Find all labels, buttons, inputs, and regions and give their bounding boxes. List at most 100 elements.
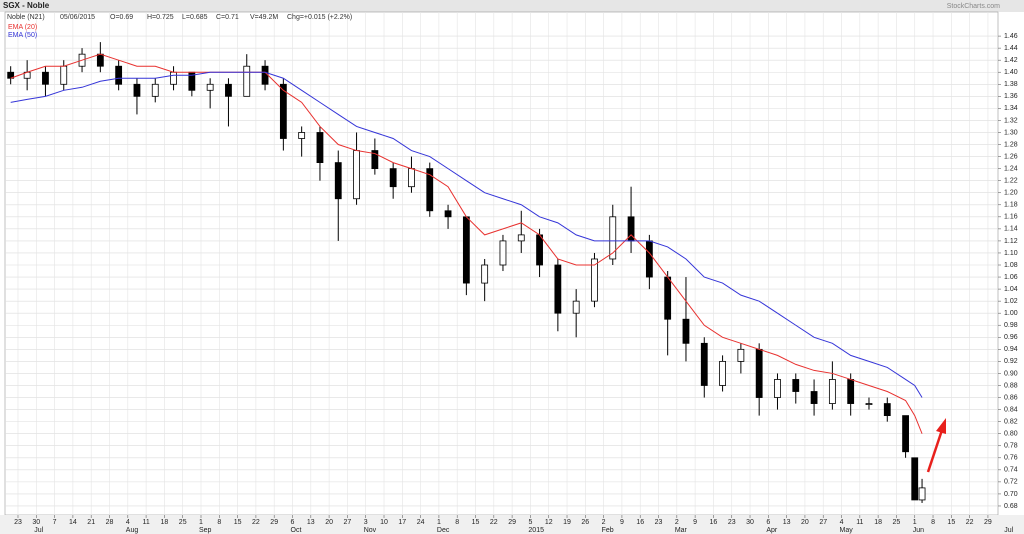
candle-body: [902, 415, 909, 453]
legend-entry: EMA (20): [8, 24, 37, 31]
chart-title: SGX - Noble: [3, 1, 50, 10]
candle-body: [389, 168, 397, 188]
candle-body: [609, 216, 617, 260]
y-tick-label: 0.94: [1004, 346, 1018, 353]
x-tick-label: 1: [913, 519, 917, 526]
x-tick-label: 18: [874, 519, 882, 526]
y-tick-label: 1.34: [1004, 105, 1018, 112]
quote-volume: V=49.2M: [250, 14, 278, 21]
x-month-label: Apr: [766, 527, 778, 534]
candle-body: [408, 168, 415, 188]
candle-body: [170, 71, 177, 85]
x-tick-label: 30: [32, 519, 40, 526]
y-tick-label: 1.04: [1004, 286, 1018, 293]
x-tick-label: 8: [455, 519, 459, 526]
legend-entry: EMA (50): [8, 32, 37, 39]
candle-body: [572, 300, 580, 314]
annotation-arrow: [926, 418, 946, 473]
candle-body: [918, 487, 926, 501]
y-tick-label: 1.38: [1004, 81, 1018, 88]
quote-low: L=0.685: [182, 14, 208, 21]
x-tick-label: 11: [856, 519, 863, 526]
candle-body: [279, 83, 287, 139]
symbol: Noble (N21): [7, 14, 45, 21]
y-tick-label: 0.80: [1004, 431, 1018, 438]
candle-body: [499, 240, 507, 266]
x-tick-label: 10: [380, 519, 388, 526]
y-tick-label: 1.18: [1004, 202, 1018, 209]
y-tick-label: 0.68: [1004, 503, 1018, 510]
y-tick-label: 0.84: [1004, 406, 1018, 413]
candle-body: [444, 210, 452, 218]
y-tick-label: 0.70: [1004, 491, 1018, 498]
candle-body: [792, 379, 800, 392]
x-tick-label: 1: [199, 519, 203, 526]
y-tick-label: 1.28: [1004, 141, 1018, 148]
x-tick-label: 9: [693, 519, 697, 526]
candle-body: [865, 403, 873, 405]
x-month-label: Nov: [364, 527, 377, 534]
y-tick-label: 1.36: [1004, 93, 1018, 100]
x-tick-label: 20: [325, 519, 333, 526]
candle-body: [261, 65, 269, 85]
x-tick-label: 14: [69, 519, 77, 526]
x-month-label: Jun: [913, 527, 924, 534]
x-tick-label: 16: [636, 519, 644, 526]
x-tick-label: 16: [710, 519, 718, 526]
y-tick-label: 1.32: [1004, 117, 1018, 124]
y-tick-label: 1.14: [1004, 226, 1018, 233]
x-tick-label: 13: [783, 519, 791, 526]
candle-body: [151, 83, 159, 97]
y-tick-label: 0.82: [1004, 418, 1018, 425]
y-tick-label: 1.06: [1004, 274, 1018, 281]
x-tick-label: 15: [234, 519, 242, 526]
y-tick-label: 0.74: [1004, 467, 1018, 474]
x-month-label: May: [840, 527, 854, 534]
quote-open: O=0.69: [110, 14, 133, 21]
candle-body: [298, 132, 306, 139]
y-tick-label: 1.22: [1004, 178, 1018, 185]
candle-body: [828, 379, 836, 404]
x-tick-label: 13: [307, 519, 315, 526]
x-tick-label: 8: [217, 519, 221, 526]
x-tick-label: 18: [161, 519, 169, 526]
y-tick-label: 1.26: [1004, 153, 1018, 160]
candle-body: [243, 65, 251, 97]
x-tick-label: 21: [87, 519, 95, 526]
y-tick-label: 1.10: [1004, 250, 1018, 257]
x-tick-label: 2: [602, 519, 606, 526]
x-tick-label: 4: [840, 519, 844, 526]
ema-line: [10, 71, 923, 398]
y-tick-label: 1.12: [1004, 238, 1018, 245]
y-tick-label: 1.02: [1004, 298, 1018, 305]
y-tick-label: 1.00: [1004, 310, 1018, 317]
candle-body: [591, 258, 598, 302]
candle-body: [316, 132, 324, 163]
candle-body: [536, 234, 543, 266]
candle-body: [462, 216, 470, 284]
y-tick-label: 1.46: [1004, 33, 1018, 40]
x-tick-label: 11: [142, 519, 149, 526]
candle-body: [774, 379, 781, 398]
x-month-label: Sep: [199, 527, 212, 534]
x-tick-label: 20: [801, 519, 809, 526]
candle-body: [755, 348, 763, 398]
arrow-shaft: [926, 429, 944, 473]
x-month-label: Aug: [126, 527, 139, 534]
candle-body: [554, 264, 562, 314]
x-month-label: Jul: [34, 527, 43, 534]
x-tick-label: 23: [728, 519, 736, 526]
y-tick-label: 0.92: [1004, 358, 1018, 365]
y-tick-label: 1.20: [1004, 190, 1018, 197]
x-tick-label: 23: [14, 519, 22, 526]
watermark: StockCharts.com: [947, 3, 1000, 10]
candle-body: [700, 342, 708, 386]
candle-body: [96, 53, 104, 67]
candle-body: [133, 83, 141, 97]
grid: [5, 12, 998, 515]
candle-body: [847, 379, 855, 404]
header-bar: [0, 0, 1024, 12]
x-tick-label: 22: [252, 519, 260, 526]
y-tick-label: 1.24: [1004, 165, 1018, 172]
candle-body: [810, 391, 818, 404]
